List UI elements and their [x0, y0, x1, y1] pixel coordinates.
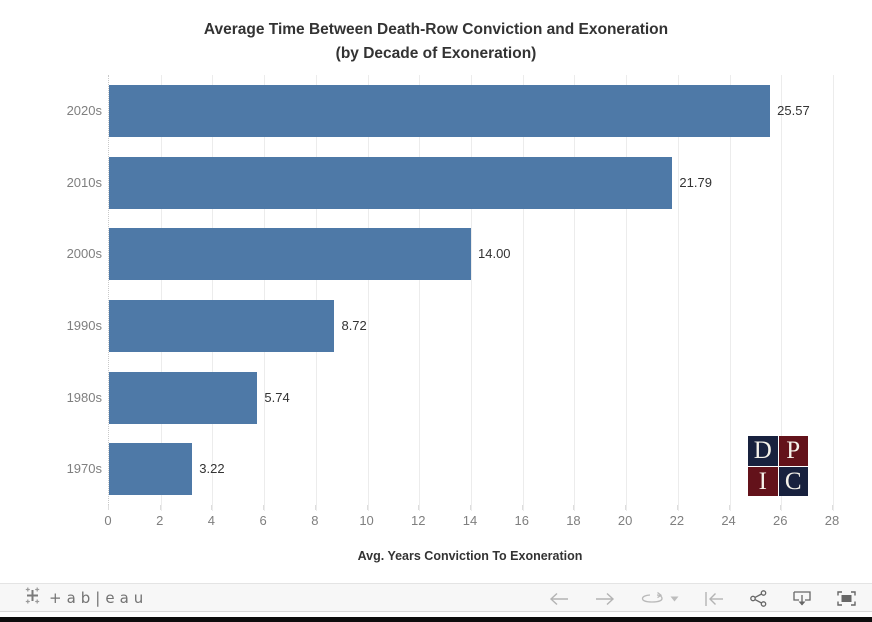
bar-1980s[interactable]	[109, 371, 258, 424]
tableau-wordmark: +ab|eau	[49, 588, 149, 607]
gridline	[212, 75, 214, 511]
axis-tick-mark	[470, 505, 471, 510]
axis-tick-mark	[676, 505, 678, 510]
gridline	[574, 75, 576, 511]
undo-icon[interactable]	[549, 592, 569, 606]
gridline	[677, 75, 679, 511]
axis-tick-mark	[832, 505, 833, 510]
dpic-logo-letter-p: P	[778, 436, 808, 466]
gridline	[626, 75, 628, 511]
x-axis-tick-label: 20	[617, 513, 633, 528]
axis-tick-mark	[108, 505, 109, 510]
axis-tick-mark	[314, 505, 316, 510]
bar-2020s[interactable]	[109, 84, 771, 137]
x-axis-tick-label: 4	[207, 513, 216, 528]
axis-tick-mark	[780, 505, 782, 510]
share-icon[interactable]	[750, 590, 767, 607]
download-icon[interactable]	[793, 590, 811, 607]
dpic-logo-letter-c: C	[778, 466, 808, 496]
gridline	[315, 75, 317, 511]
category-label-1970s: 1970s	[66, 461, 102, 477]
chart-title: Average Time Between Death-Row Convictio…	[0, 18, 872, 66]
x-axis-tick-label: 14	[462, 513, 478, 528]
fullscreen-icon[interactable]	[837, 591, 856, 606]
gridline	[160, 75, 162, 511]
dpic-logo: D P I C	[748, 436, 808, 496]
replay-caret-icon	[670, 596, 679, 601]
tableau-toolbar: +ab|eau	[0, 583, 872, 612]
x-axis-title: Avg. Years Conviction To Exoneration	[357, 549, 583, 563]
axis-tick-mark	[573, 505, 575, 510]
redo-icon[interactable]	[595, 592, 615, 606]
gridline	[833, 75, 834, 511]
bar-2010s[interactable]	[109, 156, 673, 209]
bottom-divider	[0, 617, 872, 622]
bar-value-label-2020s: 25.57	[777, 102, 810, 118]
bar-value-label-2000s: 14.00	[478, 246, 511, 262]
gridline	[781, 75, 783, 511]
bar-value-label-1970s: 3.22	[199, 461, 225, 477]
x-axis-tick-label: 18	[566, 513, 581, 528]
gridline	[471, 75, 472, 511]
reset-icon[interactable]	[705, 591, 724, 606]
dpic-logo-letter-d: D	[748, 436, 778, 466]
toolbar-actions	[549, 584, 856, 613]
axis-tick-mark	[418, 505, 420, 510]
bar-2000s[interactable]	[109, 228, 471, 281]
x-axis-tick-label: 22	[669, 513, 685, 528]
bar-value-label-2010s: 21.79	[679, 174, 712, 190]
x-axis-tick-label: 8	[311, 513, 319, 528]
x-axis-tick-label: 0	[104, 513, 112, 528]
dpic-logo-letter-i: I	[748, 466, 778, 496]
x-axis-tick-label: 2	[156, 513, 164, 528]
bar-1990s[interactable]	[109, 299, 335, 352]
axis-tick-mark	[625, 505, 627, 510]
gridline	[419, 75, 421, 511]
axis-tick-mark	[728, 505, 730, 510]
category-label-2010s: 2010s	[66, 174, 102, 190]
category-label-1990s: 1990s	[66, 317, 102, 333]
gridline	[367, 75, 369, 511]
tableau-logo-icon	[24, 587, 41, 609]
x-axis-tick-label: 28	[824, 513, 840, 528]
axis-tick-mark	[263, 505, 265, 510]
category-label-2020s: 2020s	[66, 102, 102, 118]
axis-tick-mark	[211, 505, 213, 510]
gridline	[522, 75, 524, 511]
gridline	[264, 75, 266, 511]
replay-icon[interactable]	[641, 591, 679, 606]
x-axis-tick-label: 6	[259, 513, 267, 528]
x-axis-tick-label: 12	[411, 513, 426, 528]
x-axis-tick-label: 10	[359, 513, 374, 528]
x-axis-tick-label: 16	[514, 513, 529, 528]
bar-1970s[interactable]	[109, 443, 193, 496]
axis-tick-mark	[521, 505, 523, 510]
axis-tick-mark	[366, 505, 368, 510]
category-label-1980s: 1980s	[66, 389, 102, 405]
gridline	[729, 75, 731, 511]
category-label-2000s: 2000s	[66, 246, 102, 262]
bar-value-label-1990s: 8.72	[341, 317, 367, 333]
x-axis-tick-label: 24	[721, 513, 736, 528]
chart-title-line1: Average Time Between Death-Row Convictio…	[203, 21, 669, 38]
tableau-brand-link[interactable]: +ab|eau	[24, 587, 148, 609]
chart-title-line2: (by Decade of Exoneration)	[335, 45, 537, 62]
axis-tick-mark	[159, 505, 161, 510]
bar-value-label-1980s: 5.74	[264, 389, 290, 405]
bar-chart-plot-area	[108, 75, 834, 511]
x-axis-tick-label: 26	[773, 513, 788, 528]
